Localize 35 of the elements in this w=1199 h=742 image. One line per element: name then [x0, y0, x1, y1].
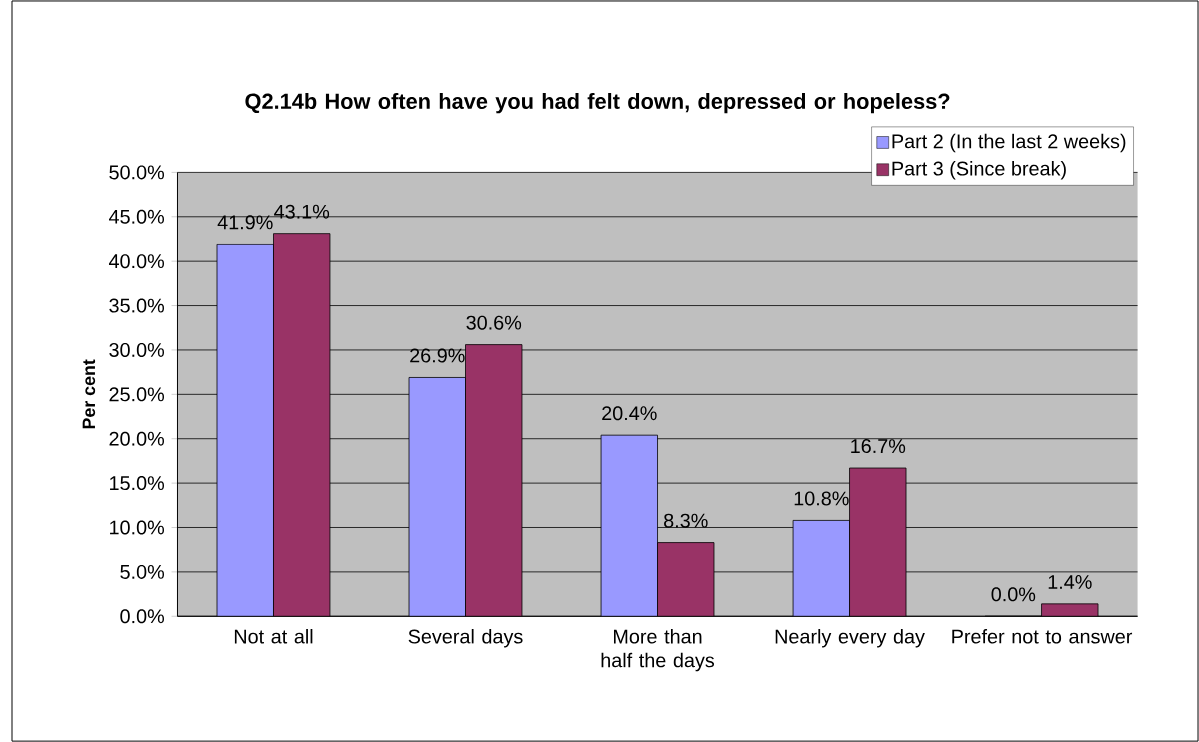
bar [1041, 603, 1099, 617]
y-tick-label: 20.0% [109, 431, 165, 446]
y-tick-label: 10.0% [110, 520, 165, 535]
y-tick-label: 50.0% [109, 165, 165, 180]
x-tick-label: More than half the days [601, 628, 715, 672]
legend-label: Part 3 (Since break) [892, 161, 1066, 180]
data-label: 41.9% [217, 215, 273, 230]
data-label: 20.4% [602, 406, 657, 421]
data-label: 43.1% [274, 204, 330, 219]
data-label: 26.9% [410, 348, 465, 363]
y-tick-label: 5.0% [120, 564, 165, 579]
y-tick-label: 0.0% [120, 609, 165, 624]
bar [216, 243, 274, 617]
x-tick-label: Prefer not to answer [952, 628, 1133, 644]
y-axis-title: Per cent [82, 359, 96, 429]
data-label: 1.4% [1048, 575, 1092, 589]
x-tick-label: Not at all [234, 628, 313, 644]
data-label: 8.3% [664, 513, 708, 528]
data-label: 16.7% [851, 439, 906, 454]
data-label: 10.8% [794, 491, 849, 506]
legend-label: Part 2 (In the last 2 weeks) [892, 133, 1126, 153]
y-tick-label: 25.0% [109, 387, 165, 402]
x-tick-label: Nearly every day [775, 628, 925, 648]
x-tick-label: Several days [408, 628, 523, 648]
bar [792, 519, 850, 617]
data-label: 0.0% [991, 587, 1036, 602]
y-tick-label: 40.0% [108, 254, 165, 269]
bar [408, 377, 466, 617]
y-tick-label: 15.0% [110, 476, 165, 491]
y-tick-label: 35.0% [109, 298, 165, 313]
y-tick-label: 45.0% [108, 209, 165, 224]
data-label: 30.6% [466, 315, 522, 330]
chart-title: Q2.14b How often have you had felt down, depressed or hopeless? [245, 92, 950, 114]
y-tick-label: 30.0% [109, 342, 165, 357]
bar [600, 434, 658, 617]
